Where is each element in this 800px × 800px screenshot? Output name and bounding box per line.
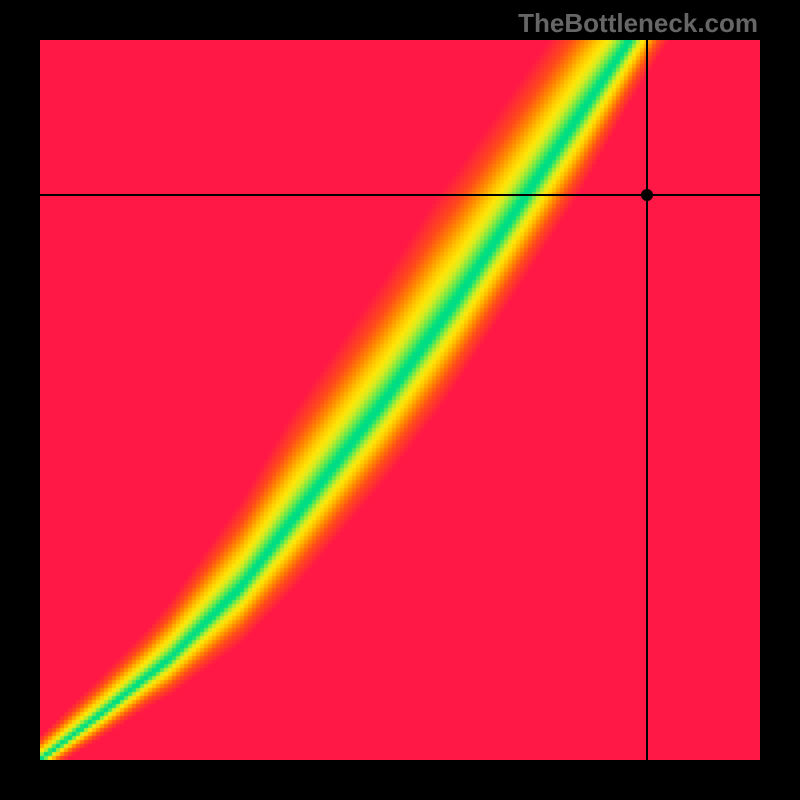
chart-container: TheBottleneck.com xyxy=(0,0,800,800)
heatmap-canvas xyxy=(40,40,760,760)
plot-area xyxy=(40,40,760,760)
watermark-text: TheBottleneck.com xyxy=(518,8,758,39)
